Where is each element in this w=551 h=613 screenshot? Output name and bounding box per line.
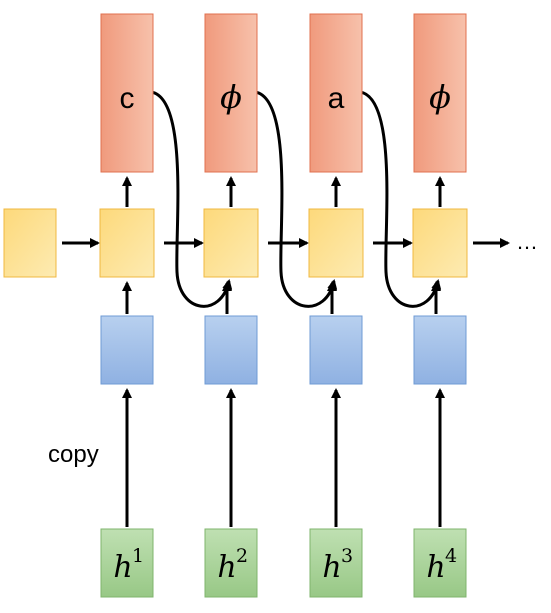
input-label-1: h: [113, 550, 132, 585]
input-label-3: h: [322, 550, 341, 585]
feedback-arrow-1: [150, 90, 233, 308]
output-box-4: [413, 13, 467, 173]
hidden-box-2: [203, 208, 259, 278]
input-superscript-3: 3: [341, 545, 353, 567]
input-label-2: h: [217, 550, 236, 585]
hidden-box-1: [99, 208, 155, 278]
output-label-2: ϕ: [220, 78, 242, 116]
hidden-box-3: [308, 208, 364, 278]
input-superscript-2: 2: [236, 545, 248, 567]
feedback-arrow-2: [254, 90, 338, 308]
initial-hidden-box: [3, 208, 57, 278]
continuation-ellipsis: …: [516, 229, 538, 254]
output-label-4: ϕ: [429, 78, 451, 116]
output-label-3: a: [328, 82, 345, 115]
output-box-2: [204, 13, 258, 173]
input-box-2: [204, 528, 258, 598]
input-superscript-1: 1: [132, 545, 144, 567]
output-box-1: [100, 13, 154, 173]
input-box-4: [413, 528, 467, 598]
input-superscript-4: 4: [445, 545, 457, 567]
encoder-box-2: [204, 315, 258, 385]
hidden-box-4: [412, 208, 468, 278]
edges-layer: [62, 90, 510, 527]
output-label-1: c: [120, 82, 135, 115]
copy-label: copy: [48, 441, 99, 468]
encoder-box-3: [309, 315, 363, 385]
output-box-3: [309, 13, 363, 173]
input-box-3: [309, 528, 363, 598]
boxes-layer: [3, 13, 468, 598]
encoder-box-1: [100, 315, 154, 385]
input-label-4: h: [426, 550, 445, 585]
encoder-box-4: [413, 315, 467, 385]
feedback-arrow-3: [359, 90, 442, 308]
input-box-1: [100, 528, 154, 598]
